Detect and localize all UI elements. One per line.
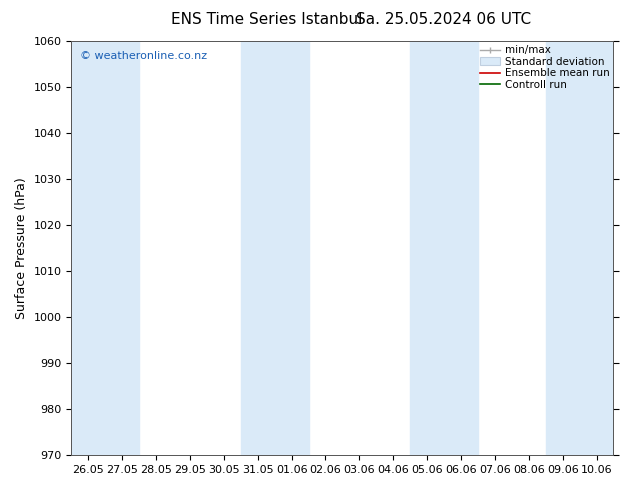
Text: © weatheronline.co.nz: © weatheronline.co.nz [79,51,207,61]
Bar [241,41,309,455]
Y-axis label: Surface Pressure (hPa): Surface Pressure (hPa) [15,177,28,319]
Bar [410,41,478,455]
Bar [546,41,614,455]
Bar [72,41,139,455]
Text: Sa. 25.05.2024 06 UTC: Sa. 25.05.2024 06 UTC [356,12,531,27]
Text: ENS Time Series Istanbul: ENS Time Series Istanbul [171,12,362,27]
Legend: min/max, Standard deviation, Ensemble mean run, Controll run: min/max, Standard deviation, Ensemble me… [477,43,611,92]
